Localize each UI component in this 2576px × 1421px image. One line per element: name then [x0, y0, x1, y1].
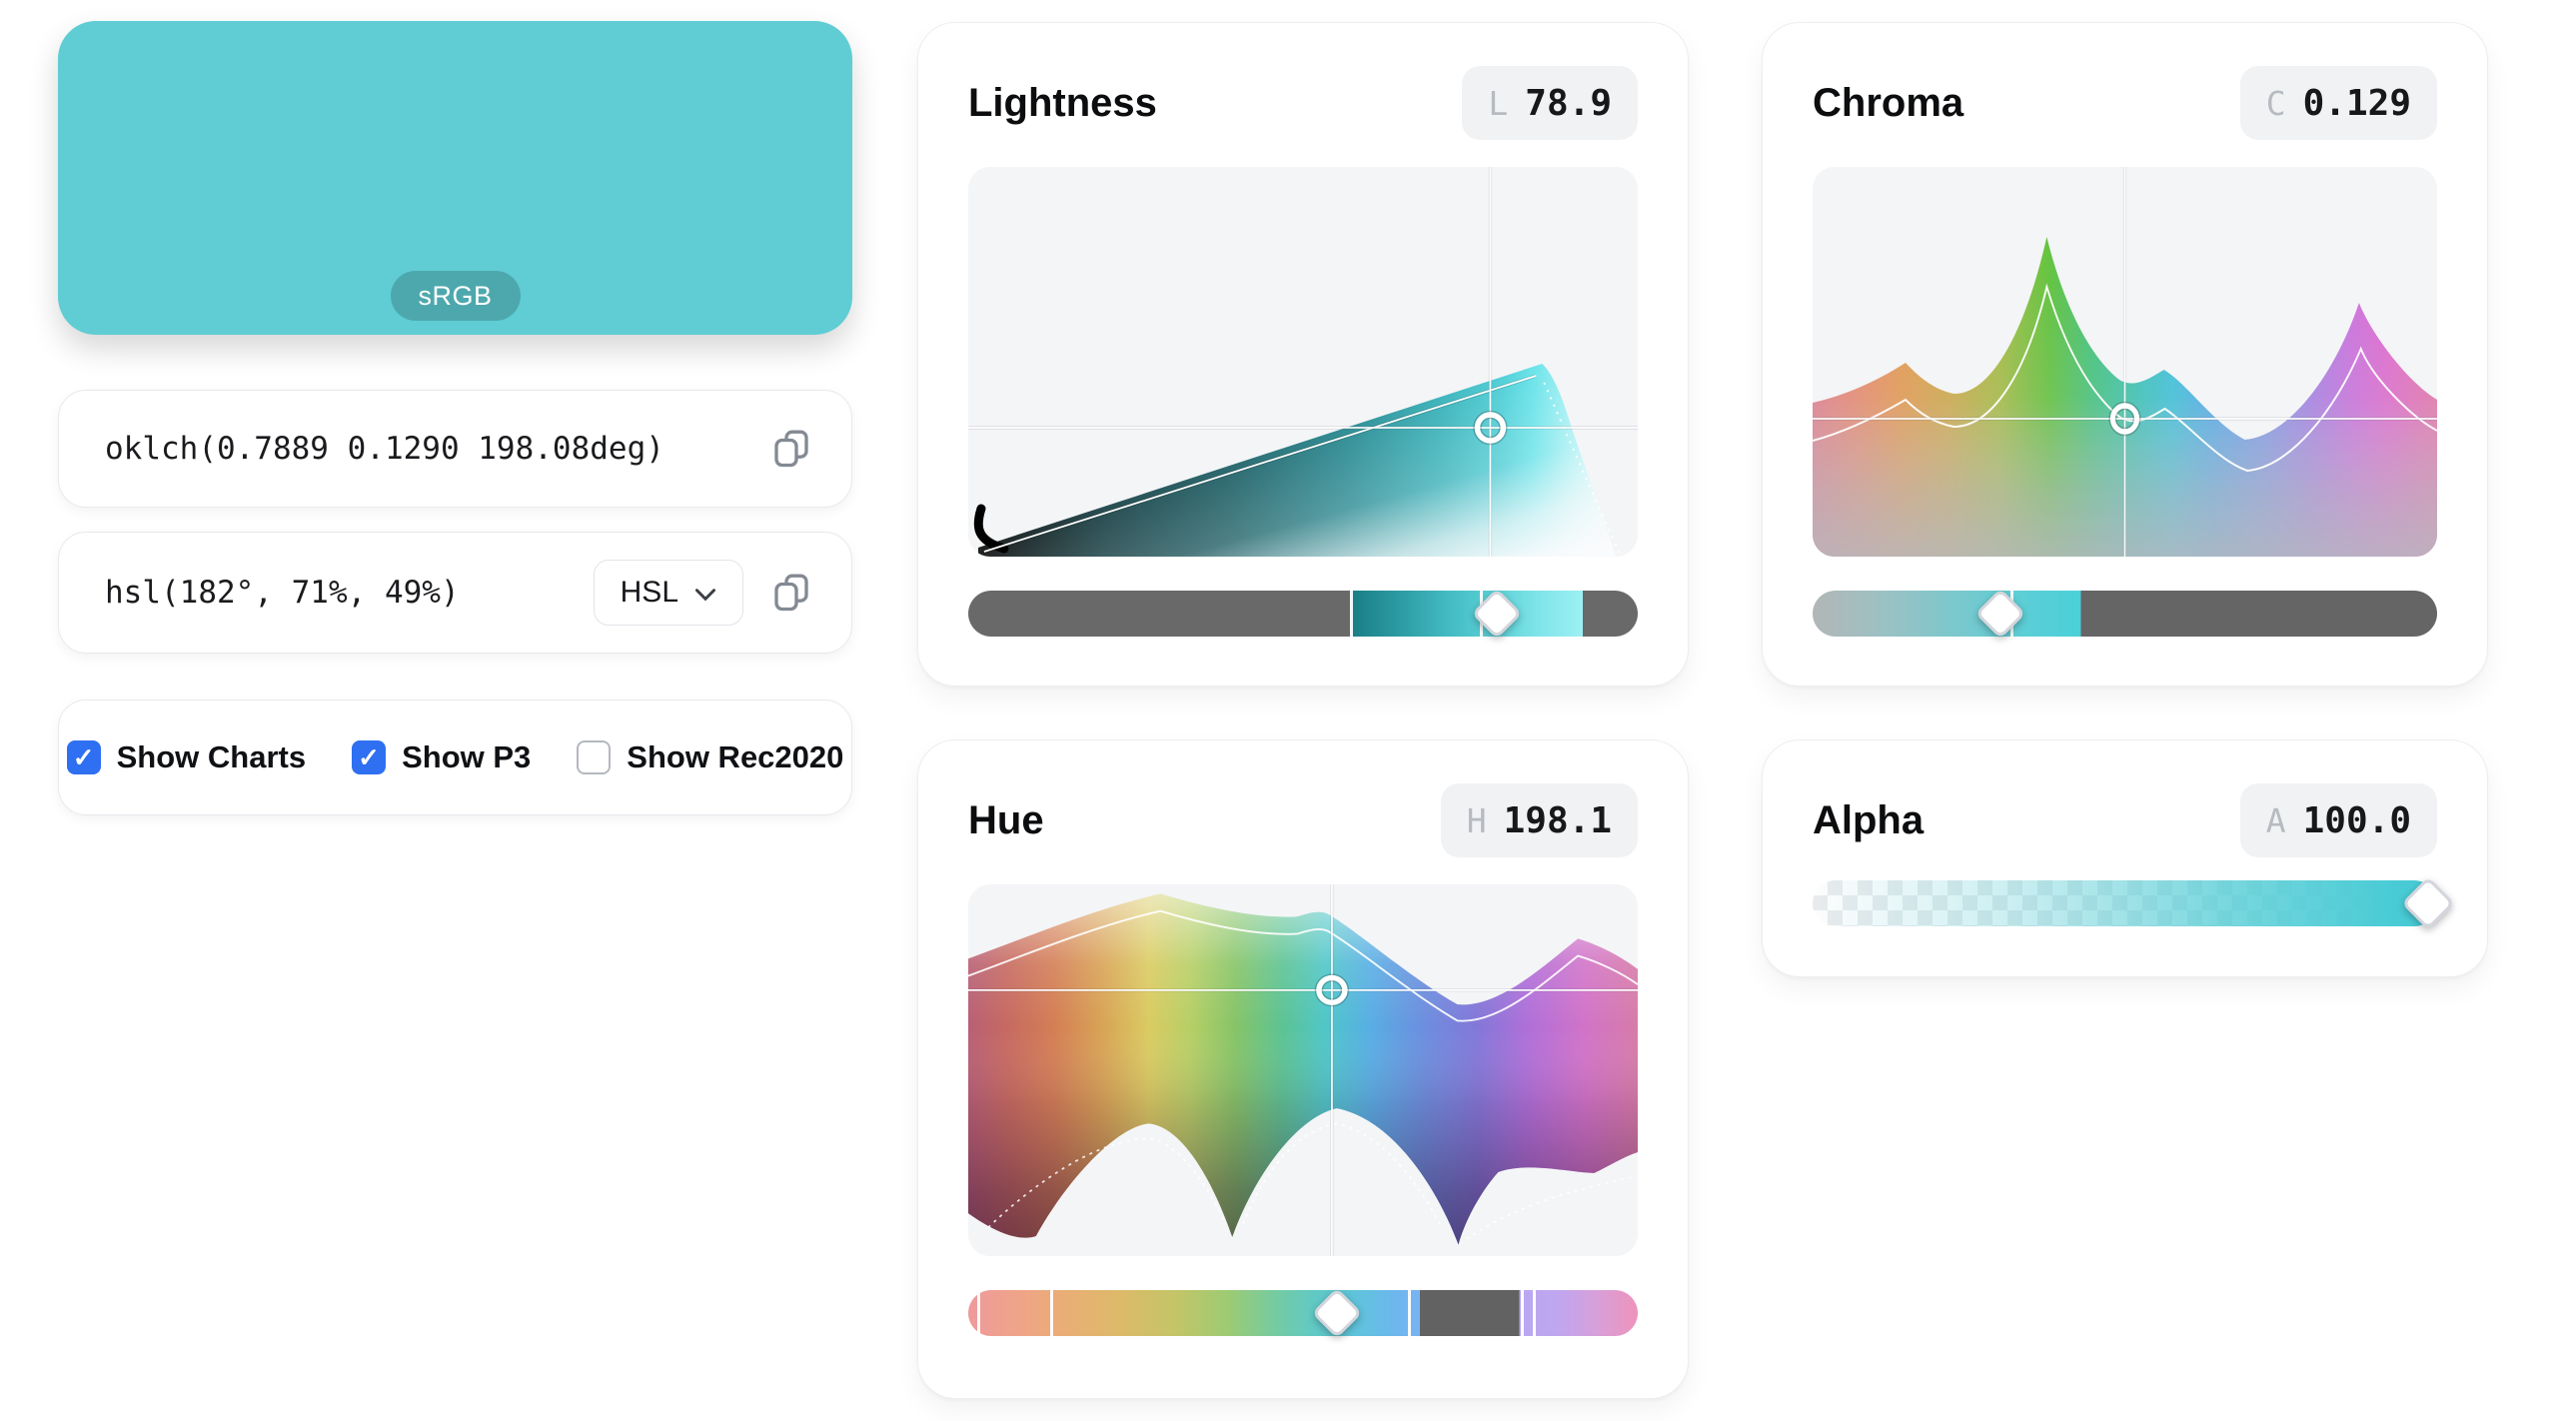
channel-value: 0.129	[2302, 82, 2411, 124]
gamut-boundary-line	[1049, 1290, 1053, 1336]
gamut-badge: sRGB	[390, 271, 521, 321]
checkbox-box: ✓	[352, 740, 387, 774]
gamut-boundary-line	[1533, 1290, 1537, 1336]
alpha-value-badge[interactable]: A 100.0	[2239, 783, 2437, 857]
copy-icon	[771, 428, 811, 471]
check-icon: ✓	[358, 742, 380, 772]
gamut-boundary-line	[976, 1290, 980, 1336]
copy-alt-button[interactable]	[765, 567, 817, 619]
hue-chart[interactable]	[968, 884, 1638, 1256]
lightness-card: Lightness L 78.9	[917, 22, 1689, 687]
channel-value: 100.0	[2302, 799, 2411, 841]
hue-slider-thumb[interactable]	[1311, 1287, 1362, 1339]
show-rec2020-checkbox[interactable]: ✓ Show Rec2020	[577, 739, 843, 775]
hue-card: Hue H 198.1	[917, 739, 1689, 1399]
unit-letter: H	[1466, 800, 1487, 840]
check-icon: ✓	[72, 742, 95, 772]
unit-letter: C	[2265, 83, 2286, 123]
checkbox-label: Show Charts	[116, 739, 307, 774]
alt-color-value-input[interactable]	[103, 574, 594, 612]
lightness-chart[interactable]	[968, 167, 1638, 557]
lightness-value-badge[interactable]: L 78.9	[1462, 66, 1638, 140]
hue-title: Hue	[968, 797, 1044, 842]
channel-value: 78.9	[1525, 82, 1612, 124]
show-p3-checkbox[interactable]: ✓ Show P3	[352, 739, 531, 775]
alpha-gradient-overlay	[1813, 880, 2437, 926]
alpha-title: Alpha	[1813, 797, 1925, 842]
checkbox-label: Show P3	[402, 739, 532, 774]
chroma-card: Chroma C 0.129	[1762, 22, 2488, 687]
gamut-boundary-line	[1407, 1290, 1411, 1336]
show-charts-checkbox[interactable]: ✓ Show Charts	[66, 739, 307, 775]
lightness-title: Lightness	[968, 80, 1157, 125]
channel-value: 198.1	[1503, 799, 1612, 841]
hue-value-badge[interactable]: H 198.1	[1440, 783, 1638, 857]
chroma-value-badge[interactable]: C 0.129	[2239, 66, 2437, 140]
unit-letter: A	[2265, 800, 2286, 840]
chroma-slider-thumb[interactable]	[1974, 588, 2025, 640]
alpha-card: Alpha A 100.0	[1762, 739, 2488, 977]
gamut-boundary-line	[1521, 1290, 1525, 1336]
alt-format-field: HSL	[58, 532, 852, 654]
chroma-slider[interactable]	[1813, 588, 2437, 640]
checkbox-box: ✓	[577, 740, 612, 774]
alpha-slider[interactable]	[1813, 876, 2455, 930]
unit-letter: L	[1488, 83, 1509, 123]
copy-icon	[771, 572, 811, 615]
display-options-bar: ✓ Show Charts ✓ Show P3 ✓ Show Rec2020	[58, 700, 852, 815]
chevron-down-icon	[694, 576, 716, 610]
checkbox-label: Show Rec2020	[627, 739, 844, 774]
format-select-label: HSL	[620, 576, 678, 609]
hue-slider[interactable]	[968, 1287, 1638, 1339]
chroma-title: Chroma	[1813, 80, 1964, 125]
oklch-value-input[interactable]	[103, 430, 765, 468]
checkbox-box: ✓	[66, 740, 101, 774]
color-preview-swatch: sRGB	[58, 21, 852, 335]
oklch-input-field	[58, 390, 852, 508]
lightness-slider[interactable]	[968, 588, 1638, 640]
gamut-boundary-line	[1349, 591, 1353, 637]
format-select[interactable]: HSL	[593, 560, 743, 626]
chroma-chart[interactable]	[1813, 167, 2437, 557]
copy-oklch-button[interactable]	[765, 423, 817, 475]
